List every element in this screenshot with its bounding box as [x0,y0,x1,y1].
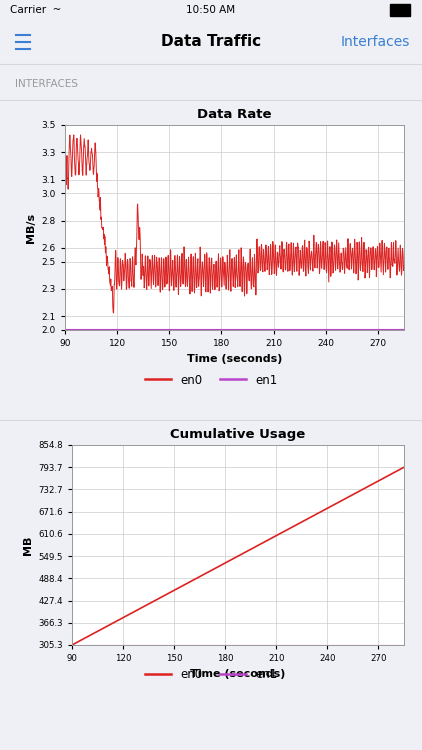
Title: Cumulative Usage: Cumulative Usage [170,428,306,441]
Text: Data Traffic: Data Traffic [161,34,261,50]
Text: Carrier  ~: Carrier ~ [10,5,61,15]
Legend: en0, en1: en0, en1 [140,664,282,686]
Text: INTERFACES: INTERFACES [15,79,78,88]
Y-axis label: MB/s: MB/s [26,212,36,242]
Text: 10:50 AM: 10:50 AM [187,5,235,15]
Text: Interfaces: Interfaces [341,35,410,49]
X-axis label: Time (seconds): Time (seconds) [187,353,282,364]
Y-axis label: MB: MB [23,536,33,555]
X-axis label: Time (seconds): Time (seconds) [190,668,286,679]
FancyBboxPatch shape [390,4,410,16]
Title: Data Rate: Data Rate [197,108,272,121]
Legend: en0, en1: en0, en1 [140,369,282,392]
